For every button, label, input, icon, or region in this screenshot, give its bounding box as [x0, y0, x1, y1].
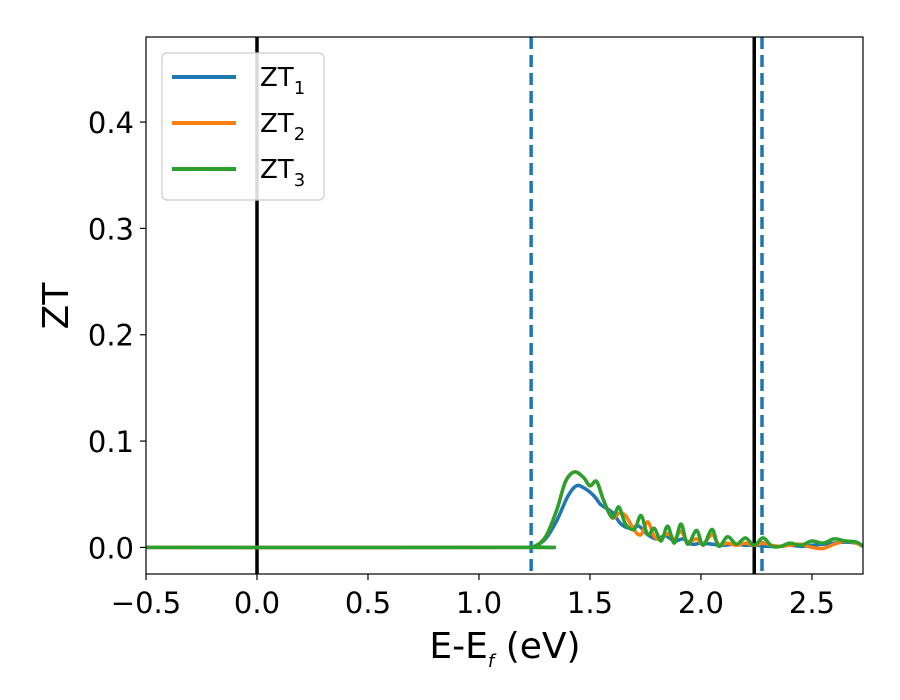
plot-content — [146, 37, 863, 574]
x-axis-ticks: −0.5 0.0 0.5 1.0 1.5 2.0 2.5 — [111, 574, 835, 620]
y-tick-label: 0.4 — [88, 106, 134, 140]
y-tick-label: 0.1 — [88, 425, 134, 459]
y-axis-ticks: 0.0 0.1 0.2 0.3 0.4 — [88, 106, 146, 565]
legend-label-zt2: ZT2 — [260, 109, 305, 145]
series-line-zt3 — [146, 470, 863, 550]
x-tick-label: 2.5 — [789, 586, 835, 620]
legend-box — [161, 52, 325, 201]
plot-area — [145, 36, 864, 575]
y-tick-label: 0.0 — [88, 531, 134, 565]
x-axis-label: E-Ef (eV) — [429, 626, 580, 672]
x-tick-label: 2.0 — [678, 586, 724, 620]
x-tick-label: 1.0 — [456, 586, 502, 620]
x-tick-label: 0.5 — [345, 586, 391, 620]
y-axis-label: ZT — [36, 282, 77, 330]
legend-label-zt3: ZT3 — [260, 155, 305, 191]
legend-label-zt1: ZT1 — [260, 63, 305, 99]
x-tick-label: 0.0 — [234, 586, 280, 620]
axes-frame — [145, 36, 864, 575]
x-tick-label: −0.5 — [111, 586, 181, 620]
y-tick-label: 0.3 — [88, 212, 134, 246]
y-tick-label: 0.2 — [88, 319, 134, 353]
x-tick-label: 1.5 — [567, 586, 613, 620]
legend: ZT1 ZT2 ZT3 — [161, 52, 325, 201]
